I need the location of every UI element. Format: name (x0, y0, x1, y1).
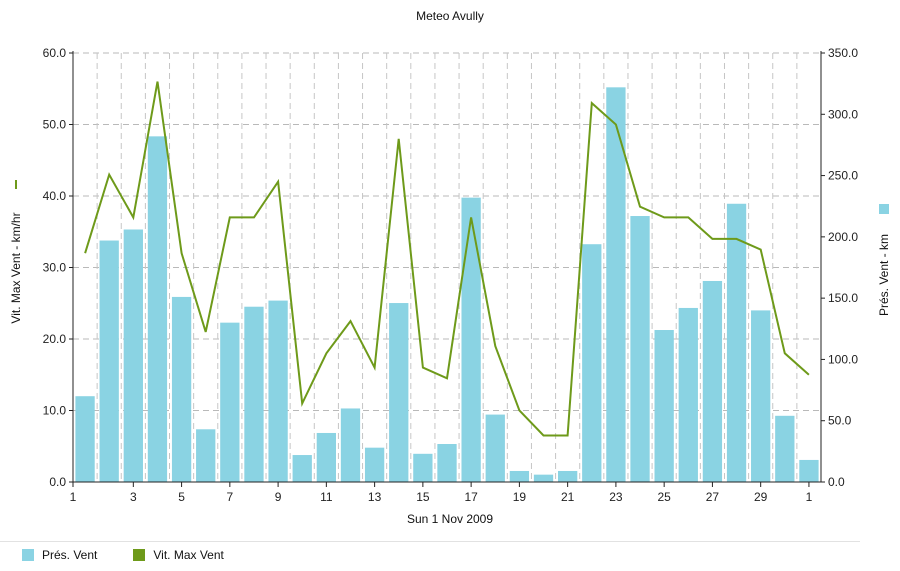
x-tick-label: 11 (320, 490, 333, 504)
y-right-tick-label: 0.0 (828, 475, 845, 489)
y-left-label: Vit. Max Vent - km/hr (9, 212, 23, 323)
y-right-tick-label: 150.0 (828, 291, 858, 305)
bar (171, 296, 192, 482)
y-left-tick-label: 40.0 (43, 189, 67, 203)
legend-swatch-line (133, 549, 146, 561)
bar (606, 87, 626, 482)
x-tick-label: 17 (464, 490, 478, 504)
right-axis-ticks: 0.0 50.0 100.0 150.0 200.0 250.0 300.0 350.0 (821, 46, 858, 489)
y-right-tick-label: 200.0 (828, 230, 858, 244)
x-tick-label: 7 (226, 490, 233, 504)
x-tick-label: 29 (754, 490, 768, 504)
bar (196, 429, 216, 482)
legend-label-vit-max-vent: Vit. Max Vent (153, 548, 224, 562)
y-right-tick-label: 300.0 (828, 107, 858, 121)
bar (413, 453, 433, 482)
bar (509, 470, 530, 482)
y-left-tick-label: 50.0 (43, 118, 67, 132)
bar (340, 408, 361, 482)
y-right-tick-label: 350.0 (828, 46, 858, 60)
bar (775, 415, 795, 482)
y-left-tick-label: 20.0 (43, 332, 67, 346)
bar (461, 197, 481, 483)
bar (268, 300, 288, 482)
legend-divider (0, 541, 860, 542)
x-tick-label: 1 (70, 490, 77, 504)
x-tick-label: 9 (275, 490, 282, 504)
bar-series (75, 87, 819, 483)
legend: Prés. Vent Vit. Max Vent (22, 546, 260, 564)
bar (533, 474, 554, 482)
x-tick-label: 15 (416, 490, 430, 504)
y-right-tick-label: 100.0 (828, 352, 858, 366)
x-tick-label: 21 (561, 490, 575, 504)
bar (364, 447, 385, 482)
bar (582, 244, 602, 482)
bar (316, 432, 337, 482)
bar (147, 136, 168, 482)
y-right-label: Prés. Vent - km (877, 234, 891, 316)
x-tick-label: 19 (513, 490, 527, 504)
bar (751, 310, 771, 482)
bar (437, 444, 457, 482)
line-path (84, 81, 810, 437)
line-series (84, 81, 810, 437)
bar (123, 229, 143, 482)
legend-label-pres-vent: Prés. Vent (42, 548, 98, 562)
bar (726, 203, 747, 482)
bar (630, 216, 650, 482)
bar (557, 470, 578, 482)
x-tick-label: 3 (130, 490, 137, 504)
y-left-tick-label: 10.0 (43, 404, 67, 418)
x-axis-ticks: 1 3 5 7 9 11 13 15 17 19 21 23 25 27 29 1 (70, 482, 813, 504)
x-tick-label: 1 (806, 490, 813, 504)
bar (678, 307, 698, 482)
bar (244, 306, 264, 482)
bar (654, 330, 674, 482)
bar (99, 240, 119, 482)
y-left-tick-label: 0.0 (49, 475, 66, 489)
right-axis-legend-mark (879, 204, 889, 214)
bar (799, 459, 819, 482)
left-axis-ticks: 0.0 10.0 20.0 30.0 40.0 50.0 60.0 (43, 46, 73, 489)
bar (702, 280, 723, 482)
legend-item-vit-max-vent: Vit. Max Vent (133, 548, 224, 562)
x-tick-label: 13 (368, 490, 382, 504)
x-tick-label: 23 (609, 490, 623, 504)
bar (220, 322, 240, 482)
chart-title: Meteo Avully (416, 9, 484, 23)
bar (75, 396, 95, 482)
y-left-tick-label: 60.0 (43, 46, 67, 60)
right-axis-title: Prés. Vent - km (877, 204, 891, 316)
left-axis-title: Vit. Max Vent - km/hr (9, 180, 23, 324)
x-tick-label: 5 (178, 490, 185, 504)
y-right-tick-label: 250.0 (828, 169, 858, 183)
x-axis-label: Sun 1 Nov 2009 (407, 512, 493, 526)
y-right-tick-label: 50.0 (828, 414, 852, 428)
y-left-tick-label: 30.0 (43, 261, 67, 275)
grid (72, 52, 822, 483)
bar (485, 414, 505, 482)
legend-swatch-bar (22, 549, 34, 561)
legend-item-pres-vent: Prés. Vent (22, 548, 97, 562)
x-tick-label: 25 (657, 490, 671, 504)
bar (389, 303, 409, 482)
bar (292, 455, 312, 482)
x-tick-label: 27 (706, 490, 720, 504)
